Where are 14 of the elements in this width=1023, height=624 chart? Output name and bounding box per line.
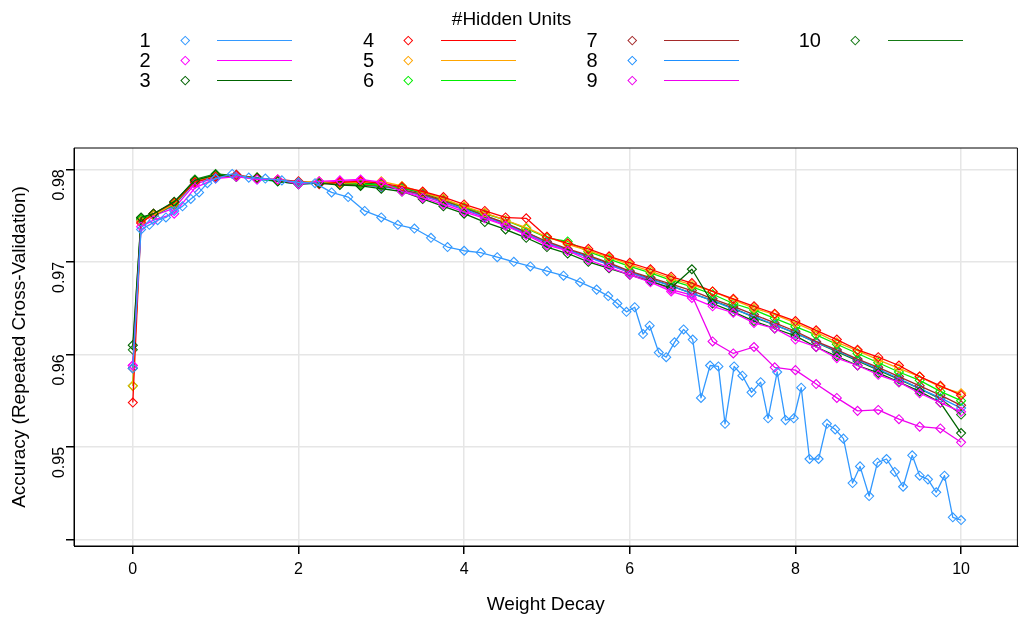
y-axis-title: Accuracy (Repeated Cross-Validation) xyxy=(7,186,29,508)
x-tick-label: 0 xyxy=(128,560,138,578)
x-tick-label: 2 xyxy=(294,560,304,578)
x-tick-label: 10 xyxy=(952,560,971,578)
legend-label: 10 xyxy=(797,28,821,52)
y-tick-label: 0.98 xyxy=(50,169,68,201)
y-tick-label: 0.96 xyxy=(50,354,68,386)
y-tick-label: 0.97 xyxy=(50,261,68,293)
y-tick-label: 0.95 xyxy=(50,446,68,479)
x-tick-label: 6 xyxy=(625,560,635,578)
x-tick-label: 4 xyxy=(459,560,469,578)
x-tick-label: 8 xyxy=(790,560,800,578)
x-axis-title: Weight Decay xyxy=(486,592,606,614)
legend-title: #Hidden Units xyxy=(450,8,573,30)
